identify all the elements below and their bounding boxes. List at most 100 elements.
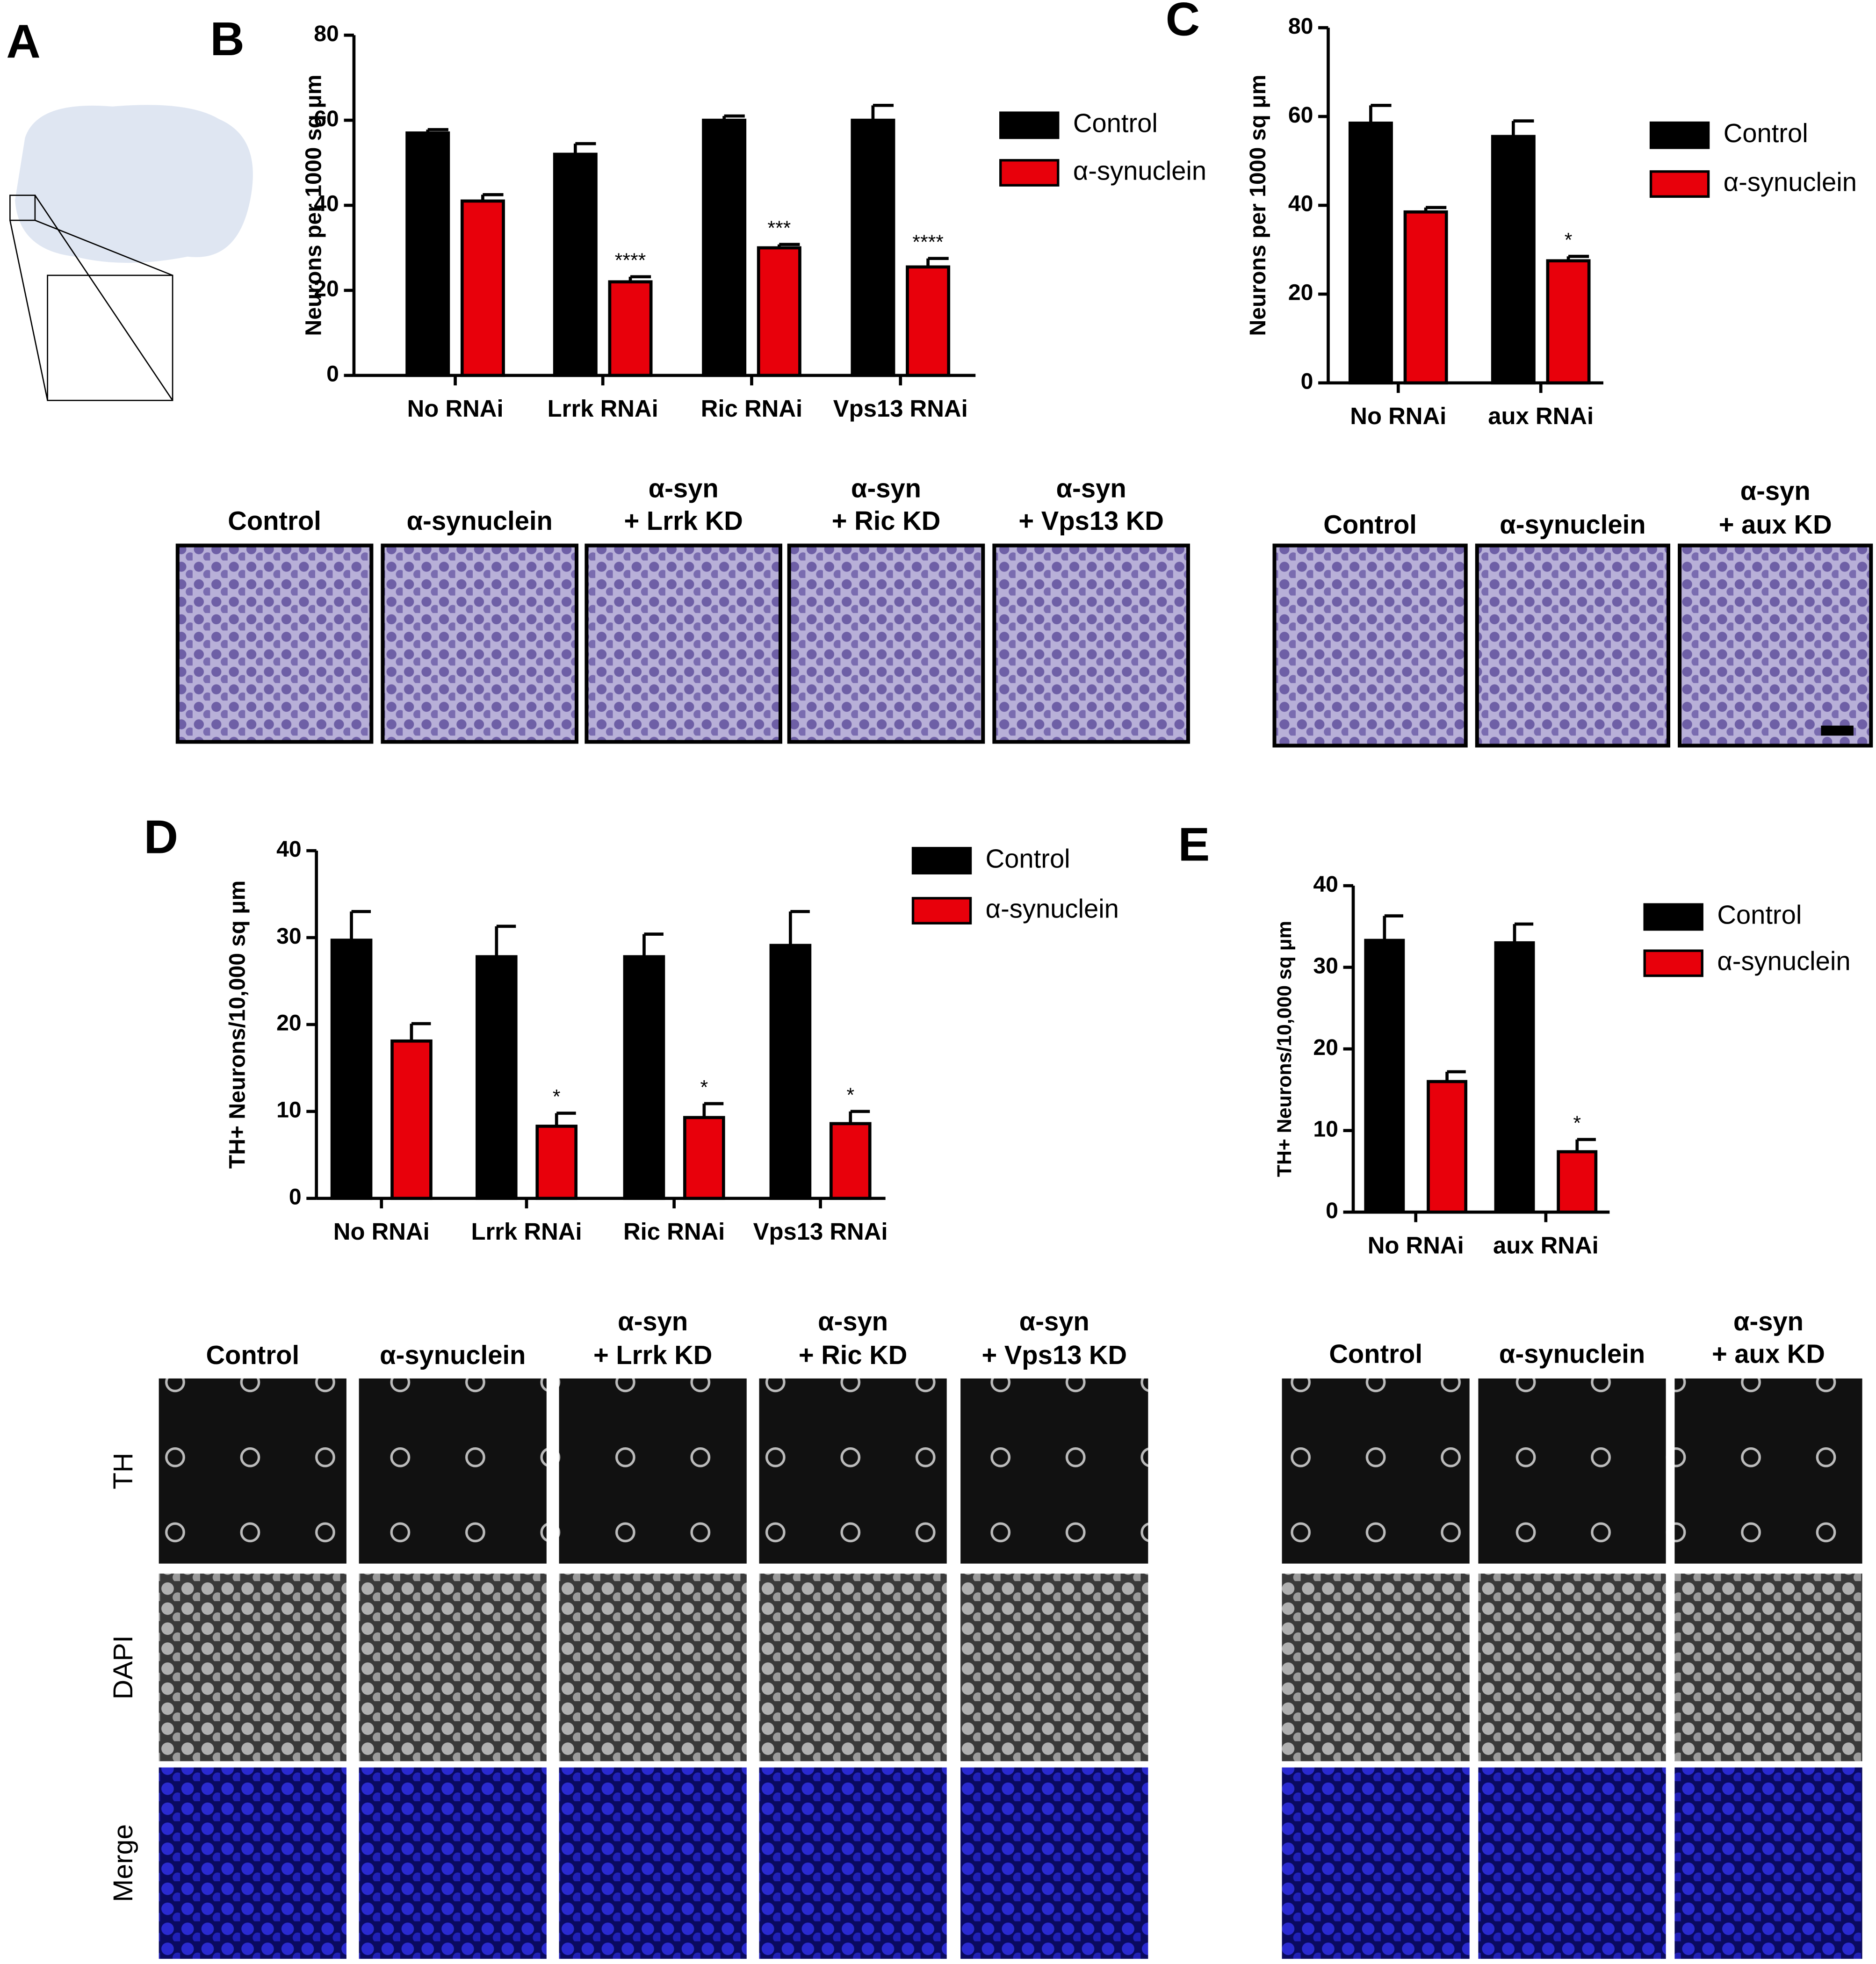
significance: * — [700, 1076, 708, 1098]
y-tick-label: 0 — [326, 361, 339, 387]
y-tick-label: 40 — [1288, 191, 1313, 217]
y-tick-label: 20 — [1313, 1035, 1338, 1060]
y-tick-label: 0 — [289, 1184, 302, 1209]
x-tick-label: aux RNAi — [1493, 1232, 1599, 1258]
micrograph — [1475, 543, 1671, 748]
y-axis-label: TH+ Neurons/10,000 sq μm — [225, 881, 250, 1169]
image-label: α-syn — [618, 1307, 688, 1336]
micrograph — [159, 1574, 346, 1762]
micrograph — [359, 1767, 547, 1959]
bar — [1494, 941, 1535, 1214]
bar — [405, 131, 450, 377]
image-label: α-syn — [649, 474, 719, 503]
image-label: Control — [1323, 510, 1417, 539]
image-label: α-syn — [1019, 1307, 1090, 1336]
legend-label: α-synuclein — [1724, 167, 1857, 196]
y-tick-label: 20 — [1288, 280, 1313, 305]
micrograph — [1282, 1378, 1470, 1564]
row-label: TH — [108, 1453, 138, 1489]
image-label: + aux KD — [1719, 510, 1832, 539]
image-label: + Lrrk KD — [593, 1340, 712, 1370]
panel-label: E — [1178, 818, 1210, 871]
image-label: + aux KD — [1712, 1339, 1825, 1369]
y-tick-label: 60 — [1288, 102, 1313, 128]
image-label: α-syn — [1056, 474, 1126, 503]
legend-label: α-synuclein — [1073, 156, 1206, 185]
image-label: + Vps13 KD — [1018, 506, 1164, 535]
y-tick-label: 0 — [1301, 369, 1313, 394]
y-tick-label: 60 — [314, 106, 339, 131]
micrograph — [1678, 543, 1873, 748]
micrograph — [159, 1767, 346, 1959]
y-tick-label: 40 — [1313, 872, 1338, 897]
significance: * — [553, 1086, 561, 1108]
micrograph — [1674, 1767, 1862, 1959]
y-tick-label: 80 — [314, 21, 339, 46]
x-tick-label: Vps13 RNAi — [753, 1218, 888, 1245]
significance: * — [846, 1084, 854, 1106]
micrograph — [1674, 1378, 1862, 1564]
bar — [829, 1122, 872, 1200]
x-tick-label: No RNAi — [407, 395, 504, 422]
y-tick-label: 20 — [276, 1011, 302, 1036]
legend-swatch — [911, 847, 972, 874]
y-axis-label: Neurons per 1000 sq μm — [301, 75, 326, 336]
y-tick-label: 10 — [1313, 1116, 1338, 1141]
bar — [553, 152, 598, 377]
micrograph — [359, 1574, 547, 1762]
bar — [851, 118, 895, 377]
image-label: Control — [1329, 1339, 1422, 1369]
y-tick-label: 40 — [276, 837, 302, 862]
y-tick-label: 30 — [1313, 953, 1338, 978]
image-label: + Ric KD — [832, 506, 941, 535]
scale-bar — [1821, 725, 1854, 736]
significance: * — [1573, 1112, 1581, 1134]
legend-swatch — [1643, 949, 1703, 977]
legend-label: α-synuclein — [986, 894, 1119, 923]
image-label: α-synuclein — [380, 1340, 526, 1370]
y-tick-label: 10 — [276, 1098, 302, 1123]
y-tick-label: 30 — [276, 924, 302, 949]
x-tick-label: No RNAi — [333, 1218, 430, 1245]
panel-label: C — [1166, 0, 1200, 45]
y-tick-label: 20 — [314, 276, 339, 302]
micrograph — [159, 1378, 346, 1564]
micrograph — [1478, 1378, 1666, 1564]
micrograph — [992, 543, 1190, 744]
image-label: α-synuclein — [407, 506, 553, 535]
legend-label: Control — [1724, 118, 1808, 148]
y-axis-label: Neurons per 1000 sq μm — [1245, 75, 1270, 336]
micrograph — [759, 1767, 947, 1959]
micrograph — [1674, 1574, 1862, 1762]
panel-label: A — [6, 15, 40, 68]
image-label: + Vps13 KD — [981, 1340, 1127, 1370]
legend-label: α-synuclein — [1717, 946, 1850, 976]
bar — [683, 1116, 725, 1200]
micrograph — [1272, 543, 1468, 748]
bar — [702, 118, 747, 377]
bar — [330, 939, 373, 1200]
micrograph — [1478, 1574, 1666, 1762]
micrograph — [759, 1574, 947, 1762]
row-label: DAPI — [108, 1635, 138, 1699]
x-tick-label: No RNAi — [1368, 1232, 1464, 1258]
image-label: Control — [228, 506, 321, 535]
significance: **** — [615, 249, 646, 272]
bar — [1557, 1150, 1598, 1214]
image-label: Control — [206, 1340, 299, 1370]
image-label: α-syn — [851, 474, 921, 503]
micrograph — [787, 543, 985, 744]
micrograph — [960, 1574, 1148, 1762]
bar — [390, 1039, 433, 1200]
bar — [906, 265, 951, 377]
micrograph — [960, 1767, 1148, 1959]
bar — [1427, 1080, 1468, 1214]
y-tick-label: 0 — [1326, 1198, 1338, 1223]
y-tick-label: 80 — [1288, 14, 1313, 39]
micrograph — [359, 1378, 547, 1564]
image-label: + Ric KD — [799, 1340, 907, 1370]
bar — [623, 955, 665, 1200]
significance: **** — [912, 231, 944, 253]
image-label: + Lrrk KD — [624, 506, 743, 535]
legend-swatch — [1643, 903, 1703, 931]
